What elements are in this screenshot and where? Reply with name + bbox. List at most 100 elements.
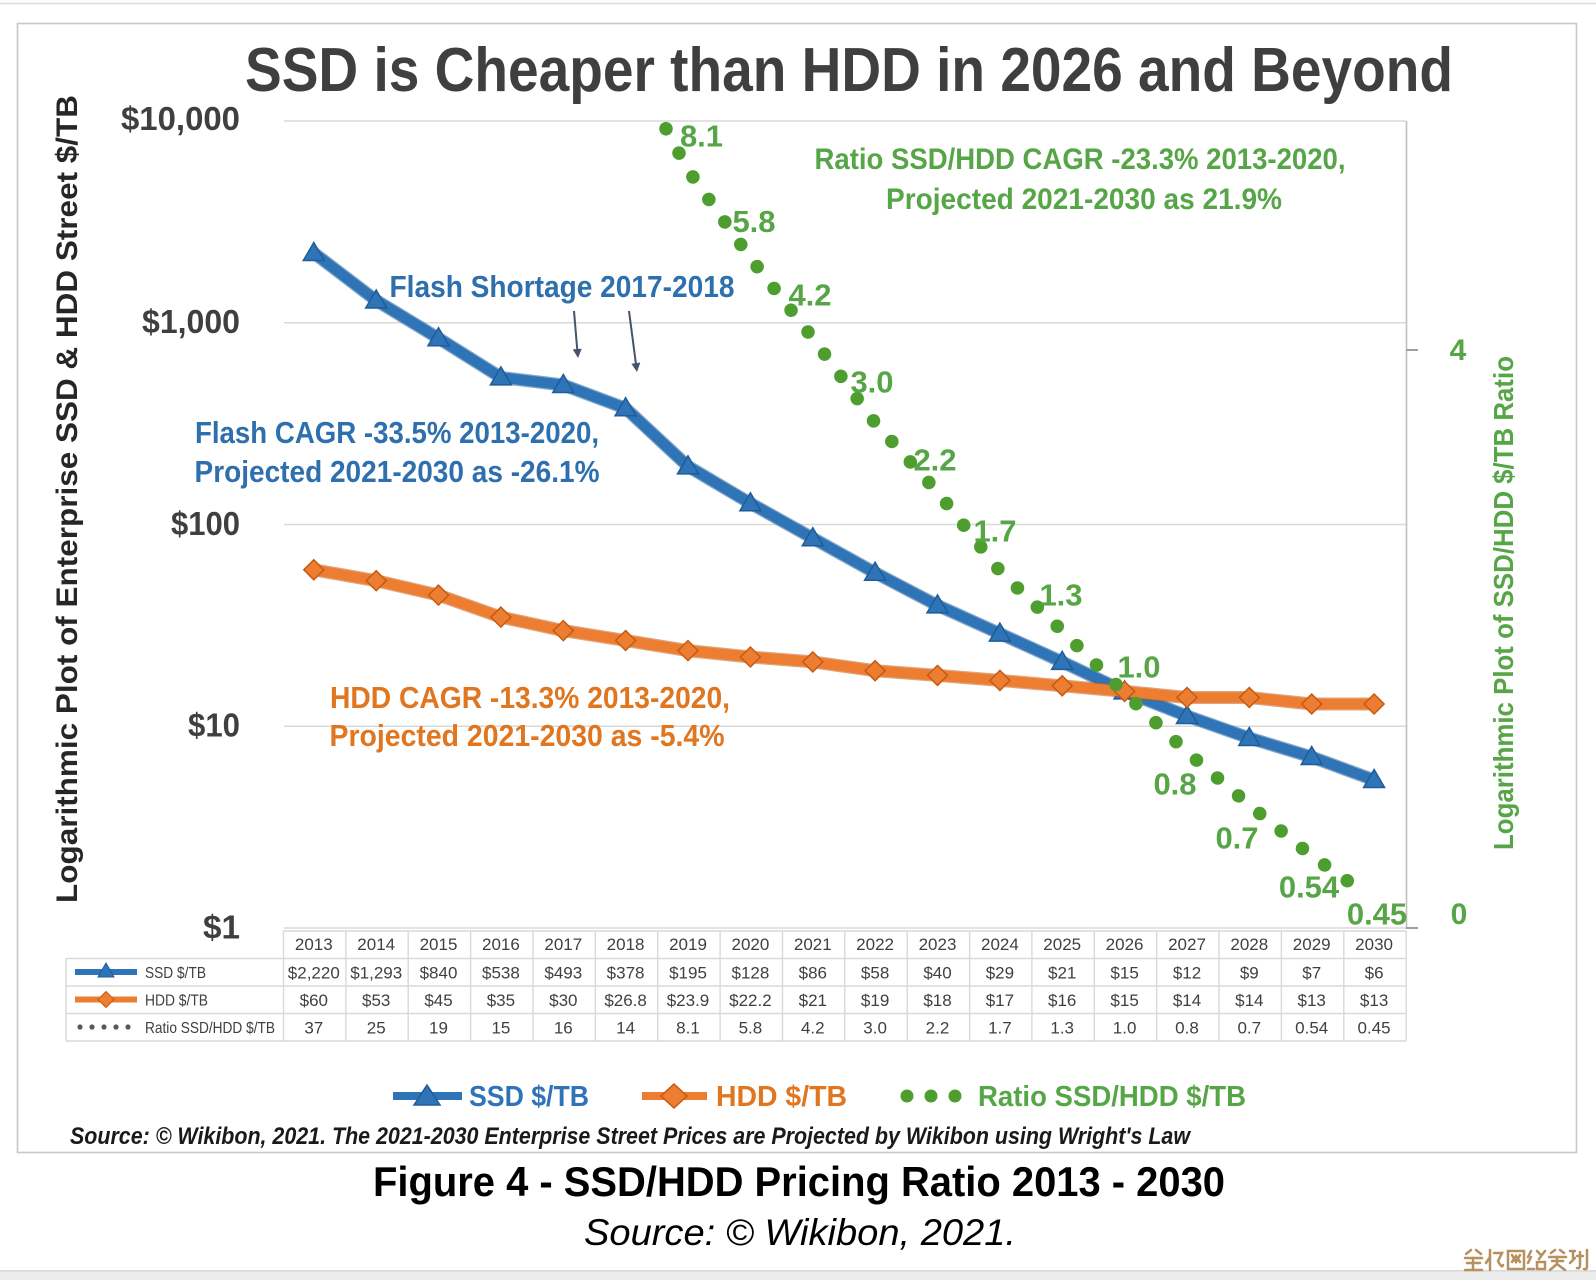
svg-text:2018: 2018 — [607, 935, 645, 954]
svg-text:$12: $12 — [1173, 964, 1201, 983]
svg-text:$6: $6 — [1365, 964, 1384, 983]
svg-text:2017: 2017 — [544, 935, 582, 954]
svg-text:Ratio SSD/HDD CAGR -23.3% 2013: Ratio SSD/HDD CAGR -23.3% 2013-2020, — [815, 143, 1346, 176]
svg-text:14: 14 — [616, 1019, 635, 1038]
svg-text:Projected 2021-2030 as -5.4%: Projected 2021-2030 as -5.4% — [330, 718, 725, 753]
svg-text:8.1: 8.1 — [676, 1019, 700, 1038]
svg-text:$30: $30 — [549, 991, 577, 1010]
svg-text:$840: $840 — [420, 964, 458, 983]
svg-text:SSD is Cheaper than HDD in 202: SSD is Cheaper than HDD in 2026 and Beyo… — [245, 36, 1453, 105]
svg-text:0: 0 — [1451, 898, 1468, 931]
svg-text:2027: 2027 — [1168, 935, 1206, 954]
svg-text:Logarithmic Plot of Enterprise: Logarithmic Plot of Enterprise SSD & HDD… — [51, 95, 84, 903]
svg-text:Ratio SSD/HDD $/TB: Ratio SSD/HDD $/TB — [145, 1020, 275, 1037]
svg-text:SSD $/TB: SSD $/TB — [469, 1081, 589, 1113]
svg-text:$40: $40 — [923, 964, 951, 983]
svg-text:$2,220: $2,220 — [288, 964, 340, 983]
svg-text:5.8: 5.8 — [732, 204, 775, 239]
svg-text:0.7: 0.7 — [1237, 1019, 1261, 1038]
svg-text:4.2: 4.2 — [801, 1019, 825, 1038]
svg-text:1.0: 1.0 — [1113, 1019, 1137, 1038]
svg-text:$19: $19 — [861, 991, 889, 1010]
svg-text:2019: 2019 — [669, 935, 707, 954]
svg-text:$45: $45 — [424, 991, 452, 1010]
svg-text:2028: 2028 — [1230, 935, 1268, 954]
svg-text:1.7: 1.7 — [988, 1019, 1012, 1038]
svg-text:$1,293: $1,293 — [350, 964, 402, 983]
svg-text:2026: 2026 — [1106, 935, 1144, 954]
svg-text:1.3: 1.3 — [1050, 1019, 1074, 1038]
svg-text:2020: 2020 — [731, 935, 769, 954]
svg-text:2014: 2014 — [357, 935, 395, 954]
svg-text:19: 19 — [429, 1019, 448, 1038]
svg-text:3.0: 3.0 — [850, 365, 893, 400]
svg-text:$18: $18 — [923, 991, 951, 1010]
svg-text:HDD $/TB: HDD $/TB — [716, 1081, 847, 1113]
svg-text:2022: 2022 — [856, 935, 894, 954]
svg-text:16: 16 — [554, 1019, 573, 1038]
svg-text:0.45: 0.45 — [1358, 1019, 1391, 1038]
svg-text:Flash Shortage 2017-2018: Flash Shortage 2017-2018 — [390, 269, 735, 304]
svg-text:2021: 2021 — [794, 935, 832, 954]
svg-text:2016: 2016 — [482, 935, 520, 954]
svg-text:HDD $/TB: HDD $/TB — [145, 993, 208, 1010]
svg-text:HDD CAGR -13.3% 2013-2020,: HDD CAGR -13.3% 2013-2020, — [330, 680, 730, 715]
svg-text:5.8: 5.8 — [739, 1019, 763, 1038]
svg-text:8.1: 8.1 — [680, 119, 723, 154]
svg-text:0.54: 0.54 — [1295, 1019, 1328, 1038]
svg-text:$60: $60 — [300, 991, 328, 1010]
svg-text:0.8: 0.8 — [1153, 767, 1196, 802]
svg-text:1.0: 1.0 — [1117, 650, 1160, 685]
svg-text:$128: $128 — [731, 964, 769, 983]
svg-text:Projected 2021-2030 as 21.9%: Projected 2021-2030 as 21.9% — [886, 183, 1282, 216]
svg-text:Source: © Wikibon, 2021. The 2: Source: © Wikibon, 2021. The 2021-2030 E… — [70, 1123, 1191, 1150]
svg-text:2023: 2023 — [919, 935, 957, 954]
svg-text:2024: 2024 — [981, 935, 1019, 954]
svg-text:$22.2: $22.2 — [729, 991, 772, 1010]
svg-text:2.2: 2.2 — [926, 1019, 950, 1038]
svg-text:$58: $58 — [861, 964, 889, 983]
svg-text:Figure 4 - SSD/HDD Pricing Rat: Figure 4 - SSD/HDD Pricing Ratio 2013 - … — [373, 1158, 1225, 1205]
svg-text:$16: $16 — [1048, 991, 1076, 1010]
svg-text:$13: $13 — [1298, 991, 1326, 1010]
svg-text:$15: $15 — [1110, 964, 1138, 983]
svg-text:$21: $21 — [799, 991, 827, 1010]
svg-text:2013: 2013 — [295, 935, 333, 954]
svg-text:Flash CAGR -33.5% 2013-2020,: Flash CAGR -33.5% 2013-2020, — [195, 415, 599, 450]
svg-text:$1,000: $1,000 — [142, 303, 240, 340]
svg-text:$538: $538 — [482, 964, 520, 983]
svg-text:$493: $493 — [544, 964, 582, 983]
svg-text:2030: 2030 — [1355, 935, 1393, 954]
svg-text:2025: 2025 — [1043, 935, 1081, 954]
svg-text:0.54: 0.54 — [1279, 870, 1340, 905]
svg-text:$86: $86 — [799, 964, 827, 983]
svg-text:25: 25 — [367, 1019, 386, 1038]
svg-text:Projected 2021-2030 as -26.1%: Projected 2021-2030 as -26.1% — [195, 454, 600, 489]
svg-text:0.8: 0.8 — [1175, 1019, 1199, 1038]
svg-text:$15: $15 — [1110, 991, 1138, 1010]
svg-text:$10,000: $10,000 — [121, 100, 240, 137]
svg-text:3.0: 3.0 — [863, 1019, 887, 1038]
svg-text:4: 4 — [1450, 334, 1467, 367]
svg-text:15: 15 — [491, 1019, 510, 1038]
svg-text:$100: $100 — [171, 505, 240, 542]
svg-text:2.2: 2.2 — [913, 443, 956, 478]
svg-text:$29: $29 — [986, 964, 1014, 983]
svg-text:$14: $14 — [1235, 991, 1263, 1010]
svg-text:$26.8: $26.8 — [604, 991, 647, 1010]
svg-text:$9: $9 — [1240, 964, 1259, 983]
svg-text:0.7: 0.7 — [1215, 821, 1258, 856]
svg-text:Ratio SSD/HDD $/TB: Ratio SSD/HDD $/TB — [978, 1081, 1246, 1113]
svg-text:37: 37 — [304, 1019, 323, 1038]
svg-text:SSD $/TB: SSD $/TB — [145, 965, 206, 982]
svg-text:$10: $10 — [188, 707, 240, 744]
svg-text:$23.9: $23.9 — [667, 991, 710, 1010]
svg-text:2029: 2029 — [1293, 935, 1331, 954]
svg-text:$53: $53 — [362, 991, 390, 1010]
svg-text:0.45: 0.45 — [1347, 897, 1407, 932]
svg-text:$21: $21 — [1048, 964, 1076, 983]
svg-text:2015: 2015 — [420, 935, 458, 954]
svg-text:Source: © Wikibon, 2021.: Source: © Wikibon, 2021. — [584, 1212, 1016, 1253]
svg-text:$35: $35 — [487, 991, 515, 1010]
svg-text:$195: $195 — [669, 964, 707, 983]
